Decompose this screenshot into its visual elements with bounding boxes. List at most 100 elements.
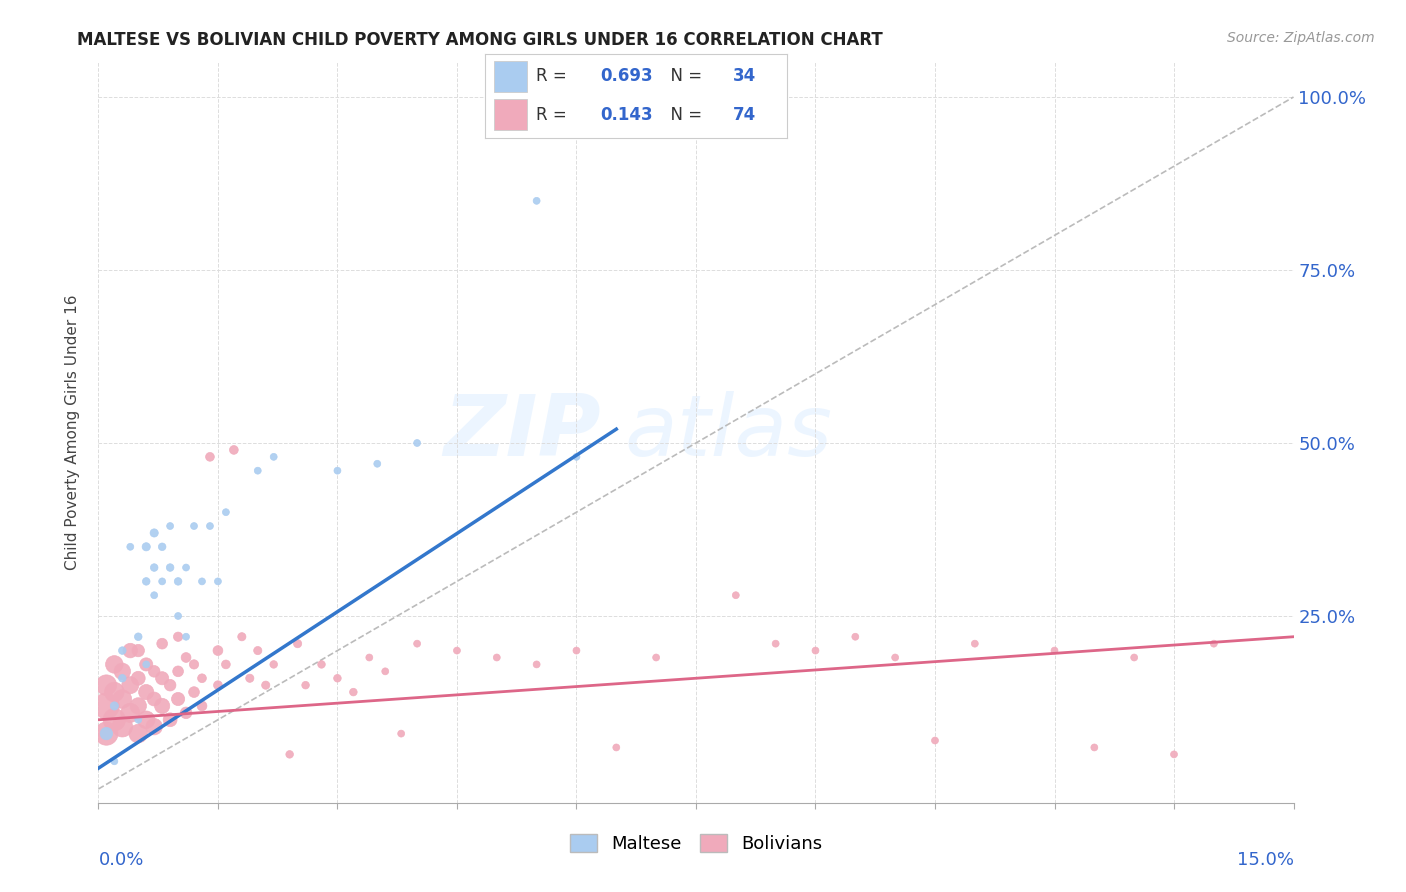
Point (924, 733, 946, 747)
Text: 74: 74 (733, 105, 756, 123)
Point (167, 692, 190, 706)
Point (311, 657, 333, 672)
Point (103, 657, 125, 672)
Point (565, 450, 588, 464)
Point (143, 665, 166, 679)
Point (263, 657, 285, 672)
Point (254, 678, 277, 692)
Text: R =: R = (537, 68, 572, 86)
Point (287, 637, 309, 651)
Point (111, 671, 134, 685)
Point (183, 657, 205, 672)
Point (222, 442, 245, 457)
Text: 15.0%: 15.0% (1236, 851, 1294, 869)
Point (127, 630, 149, 644)
Point (406, 436, 429, 450)
Point (150, 671, 173, 685)
Point (326, 464, 349, 478)
Point (246, 464, 269, 478)
Point (231, 630, 253, 644)
Point (294, 678, 316, 692)
Point (150, 540, 173, 554)
Point (183, 685, 205, 699)
Text: 34: 34 (733, 68, 756, 86)
Point (278, 747, 301, 762)
Text: 0.0%: 0.0% (98, 851, 143, 869)
Point (96, 726, 118, 740)
Point (844, 630, 866, 644)
Point (96, 678, 118, 692)
Point (150, 637, 173, 651)
Point (159, 713, 181, 727)
Point (198, 519, 221, 533)
Point (96, 698, 118, 713)
Point (1123, 650, 1146, 665)
Point (143, 720, 166, 734)
Point (111, 643, 134, 657)
Point (127, 713, 149, 727)
Point (111, 692, 134, 706)
Point (884, 650, 907, 665)
Point (446, 643, 468, 657)
Point (167, 630, 190, 644)
Point (159, 560, 181, 574)
Point (103, 698, 125, 713)
Point (239, 671, 262, 685)
Point (167, 574, 190, 589)
Point (150, 698, 173, 713)
Point (120, 678, 142, 692)
Text: N =: N = (661, 68, 707, 86)
Point (246, 643, 269, 657)
Point (174, 706, 197, 720)
Point (359, 650, 381, 665)
Point (198, 450, 221, 464)
Point (645, 650, 668, 665)
Point (183, 519, 205, 533)
Point (263, 450, 285, 464)
Text: Source: ZipAtlas.com: Source: ZipAtlas.com (1227, 31, 1375, 45)
Point (135, 574, 157, 589)
Point (804, 643, 827, 657)
Text: atlas: atlas (624, 391, 832, 475)
Point (167, 665, 190, 679)
Point (135, 657, 157, 672)
Point (1202, 637, 1225, 651)
Point (143, 588, 166, 602)
Point (120, 540, 142, 554)
Point (135, 657, 157, 672)
Point (135, 685, 157, 699)
Text: N =: N = (661, 105, 707, 123)
Point (191, 574, 214, 589)
Point (120, 643, 142, 657)
Point (207, 643, 229, 657)
Point (167, 609, 190, 624)
Point (103, 713, 125, 727)
Text: R =: R = (537, 105, 572, 123)
Point (143, 525, 166, 540)
Text: 0.693: 0.693 (600, 68, 652, 86)
Point (207, 678, 229, 692)
Point (765, 637, 787, 651)
Point (406, 637, 429, 651)
Point (605, 740, 627, 755)
Point (1083, 740, 1105, 755)
Point (342, 685, 364, 699)
Point (963, 637, 986, 651)
Point (135, 713, 157, 727)
Point (120, 706, 142, 720)
Legend: Maltese, Bolivians: Maltese, Bolivians (562, 827, 830, 861)
Point (111, 665, 134, 679)
Point (174, 560, 197, 574)
Point (159, 678, 181, 692)
Point (565, 643, 588, 657)
Point (207, 574, 229, 589)
Y-axis label: Child Poverty Among Girls Under 16: Child Poverty Among Girls Under 16 (65, 295, 80, 570)
Point (135, 540, 157, 554)
Point (374, 665, 396, 679)
Point (174, 630, 197, 644)
Point (526, 194, 548, 208)
Point (366, 457, 388, 471)
Bar (494, 62, 527, 92)
Text: 0.143: 0.143 (600, 105, 652, 123)
Point (159, 519, 181, 533)
